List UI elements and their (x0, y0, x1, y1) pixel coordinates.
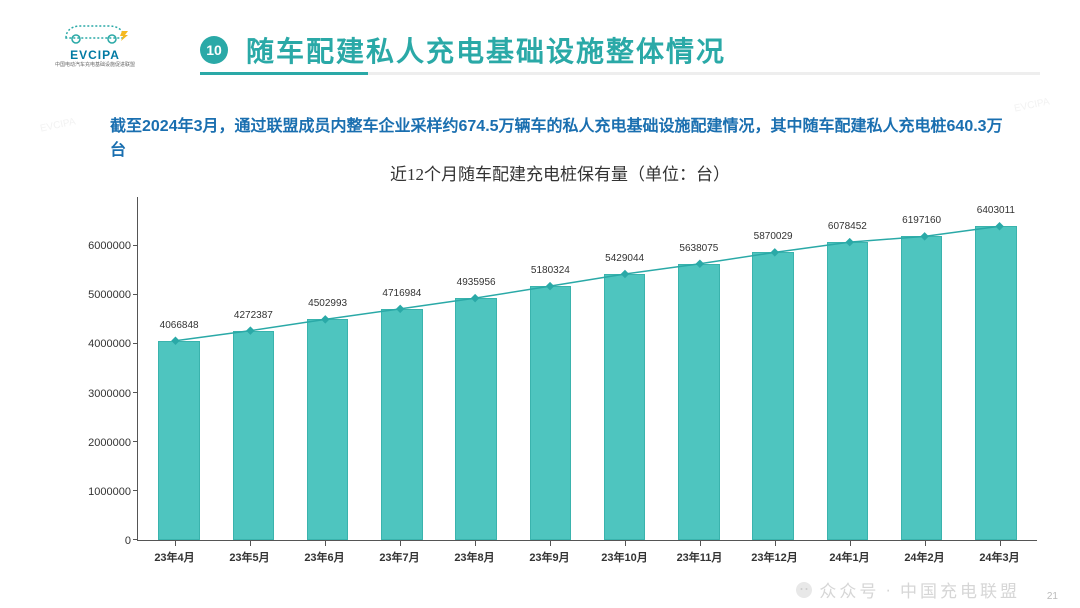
footer-watermark: 众众号 · 中国充电联盟 (795, 577, 1020, 602)
bar: 6078452 (810, 197, 884, 540)
slide: EVCIPA EVCIPA EVCIPA 中国电动汽车充电基础设施促进联盟 10… (0, 0, 1080, 608)
bar: 4502993 (291, 197, 365, 540)
bar: 5180324 (513, 197, 587, 540)
x-tick-label: 23年12月 (737, 541, 812, 569)
bar-value-label: 6403011 (977, 205, 1015, 216)
bar-value-label: 5638075 (679, 243, 718, 254)
bar-value-label: 6197160 (902, 215, 941, 226)
title-underline (200, 72, 1040, 75)
bar-rect (455, 298, 497, 540)
x-tick-mark (550, 541, 551, 546)
bar-rect (752, 252, 794, 540)
x-tick-mark (775, 541, 776, 546)
watermark-sep: · (885, 580, 894, 600)
x-tick-mark (250, 541, 251, 546)
chart-title: 近12个月随车配建充电桩保有量（单位：台） (75, 160, 1045, 185)
bar-value-label: 4272387 (234, 310, 273, 321)
background-watermark: EVCIPA (39, 116, 76, 134)
bar: 5429044 (588, 197, 662, 540)
bar-rect (530, 286, 572, 540)
bar: 6403011 (959, 197, 1033, 540)
y-tick-label: 4000000 (88, 338, 131, 350)
bar-value-label: 5180324 (531, 265, 570, 276)
x-tick-label: 24年2月 (887, 541, 962, 569)
bar: 6197160 (885, 197, 959, 540)
bar-rect (901, 236, 943, 540)
bar-rect (975, 226, 1017, 540)
bar: 4272387 (216, 197, 290, 540)
y-tick-label: 2000000 (88, 437, 131, 449)
x-tick-mark (925, 541, 926, 546)
bar: 5638075 (662, 197, 736, 540)
x-axis: 23年4月23年5月23年6月23年7月23年8月23年9月23年10月23年1… (137, 541, 1037, 569)
bar-rect (604, 274, 646, 540)
chart-container: 近12个月随车配建充电桩保有量（单位：台） 0 1000000 2000000 300… (75, 160, 1045, 580)
bar-value-label: 4935956 (457, 277, 496, 288)
x-tick-mark (625, 541, 626, 546)
page-title: 随车配建私人充电基础设施整体情况 (246, 30, 726, 70)
bar-value-label: 4716984 (382, 288, 421, 299)
y-tick-label: 3000000 (88, 388, 131, 400)
page-number: 21 (1047, 591, 1058, 602)
y-tick-label: 0 (125, 535, 131, 547)
wechat-icon (795, 581, 813, 599)
logo: EVCIPA 中国电动汽车充电基础设施促进联盟 (30, 18, 160, 73)
y-tick-label: 5000000 (88, 289, 131, 301)
section-badge: 10 (200, 36, 228, 64)
summary-text: 截至2024年3月，通过联盟成员内整车企业采样约674.5万辆车的私人充电基础设… (110, 115, 1015, 163)
plot-area: 4066848 4272387 4502993 4716984 4935956 51803… (137, 197, 1037, 541)
bar-rect (827, 242, 869, 540)
x-tick-label: 23年10月 (587, 541, 662, 569)
watermark-org: 中国充电联盟 (900, 577, 1020, 602)
x-tick-mark (175, 541, 176, 546)
x-tick-label: 24年3月 (962, 541, 1037, 569)
x-tick-label: 23年6月 (287, 541, 362, 569)
x-tick-label: 23年4月 (137, 541, 212, 569)
logo-car-icon (60, 18, 130, 46)
bar-value-label: 6078452 (828, 221, 867, 232)
x-tick-mark (400, 541, 401, 546)
x-tick-label: 23年7月 (362, 541, 437, 569)
bar-rect (307, 319, 349, 540)
bar-value-label: 5870029 (754, 231, 793, 242)
chart-plot: 0 1000000 2000000 3000000 4000000 5000000 6000… (75, 189, 1045, 569)
bar: 5870029 (736, 197, 810, 540)
bar: 4066848 (142, 197, 216, 540)
bar: 4935956 (439, 197, 513, 540)
y-tick-label: 1000000 (88, 486, 131, 498)
logo-subtitle: 中国电动汽车充电基础设施促进联盟 (30, 62, 160, 68)
x-tick-mark (700, 541, 701, 546)
y-tick-label: 6000000 (88, 240, 131, 252)
y-axis: 0100000020000003000000400000050000006000… (75, 197, 135, 541)
x-tick-label: 23年11月 (662, 541, 737, 569)
bar-value-label: 4066848 (160, 320, 199, 331)
title-row: 10 随车配建私人充电基础设施整体情况 (200, 30, 726, 70)
bar-rect (233, 331, 275, 540)
x-tick-label: 23年8月 (437, 541, 512, 569)
bars-group: 4066848 4272387 4502993 4716984 4935956 51803… (138, 197, 1037, 540)
bar-rect (158, 341, 200, 540)
bar-value-label: 5429044 (605, 253, 644, 264)
watermark-source: 众众号 (819, 577, 879, 602)
x-tick-mark (850, 541, 851, 546)
x-tick-label: 24年1月 (812, 541, 887, 569)
bar-rect (678, 264, 720, 540)
bar: 4716984 (365, 197, 439, 540)
bar-value-label: 4502993 (308, 298, 347, 309)
x-tick-label: 23年9月 (512, 541, 587, 569)
x-tick-label: 23年5月 (212, 541, 287, 569)
x-tick-mark (325, 541, 326, 546)
x-tick-mark (1000, 541, 1001, 546)
x-tick-mark (475, 541, 476, 546)
background-watermark: EVCIPA (1013, 96, 1050, 114)
logo-brand: EVCIPA (30, 48, 160, 62)
bar-rect (381, 309, 423, 540)
